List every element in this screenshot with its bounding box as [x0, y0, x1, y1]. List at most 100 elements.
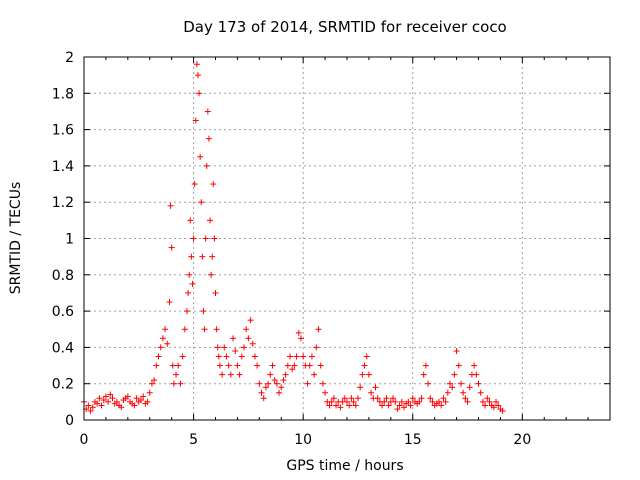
data-point: [192, 117, 199, 124]
x-tick-label: 10: [294, 432, 312, 448]
data-point: [319, 380, 326, 387]
data-point: [232, 348, 239, 355]
data-point: [271, 377, 278, 384]
data-points: [81, 61, 506, 414]
data-point: [98, 402, 105, 409]
data-point: [326, 402, 333, 409]
y-tick-label: 1.2: [52, 195, 74, 211]
data-point: [429, 398, 436, 405]
data-point: [151, 377, 158, 384]
data-point: [297, 335, 304, 342]
data-point: [409, 395, 416, 402]
data-point: [205, 135, 212, 142]
data-point: [368, 389, 375, 396]
data-point: [418, 395, 425, 402]
data-point: [211, 235, 218, 242]
data-point: [361, 362, 368, 369]
data-point: [185, 289, 192, 296]
data-point: [427, 395, 434, 402]
y-axis-label: SRMTID / TECUs: [8, 182, 24, 295]
data-point: [260, 395, 267, 402]
data-point: [455, 362, 462, 369]
data-point: [89, 404, 96, 411]
data-point: [363, 353, 370, 360]
data-point: [137, 397, 144, 404]
y-tick-label: 1.6: [52, 123, 74, 139]
data-point: [169, 362, 176, 369]
y-tick-label: 0.2: [52, 377, 74, 393]
data-point: [289, 366, 296, 373]
data-point: [440, 395, 447, 402]
data-point: [238, 353, 245, 360]
data-point: [219, 371, 226, 378]
data-point: [234, 362, 241, 369]
data-point: [451, 371, 458, 378]
data-point: [236, 371, 243, 378]
data-point: [207, 217, 214, 224]
data-point: [405, 398, 412, 405]
data-point: [221, 344, 228, 351]
data-point: [94, 400, 101, 407]
data-point: [442, 398, 449, 405]
data-point: [385, 402, 392, 409]
data-point: [350, 398, 357, 405]
data-point: [354, 395, 361, 402]
data-point: [109, 395, 116, 402]
data-point: [213, 326, 220, 333]
data-point: [315, 326, 322, 333]
data-point: [159, 335, 166, 342]
data-point: [436, 398, 443, 405]
data-point: [200, 308, 207, 315]
data-point: [227, 371, 234, 378]
data-point: [256, 380, 263, 387]
data-point: [473, 371, 480, 378]
data-point: [420, 371, 427, 378]
data-point: [477, 389, 484, 396]
data-point: [475, 380, 482, 387]
data-point: [390, 395, 397, 402]
data-point: [313, 344, 320, 351]
data-point: [291, 362, 298, 369]
data-point: [175, 362, 182, 369]
data-point: [187, 217, 194, 224]
data-point: [396, 402, 403, 409]
data-point: [245, 335, 252, 342]
data-point: [311, 371, 318, 378]
data-point: [352, 402, 359, 409]
data-point: [173, 371, 180, 378]
data-point: [214, 344, 221, 351]
data-point: [146, 389, 153, 396]
data-point: [194, 72, 201, 79]
data-point: [113, 398, 120, 405]
data-point: [100, 397, 107, 404]
data-point: [359, 371, 366, 378]
data-point: [216, 362, 223, 369]
data-point: [177, 380, 184, 387]
data-point: [199, 253, 206, 260]
data-point: [374, 395, 381, 402]
data-point: [124, 393, 131, 400]
data-point: [223, 353, 230, 360]
data-point: [490, 404, 497, 411]
data-point: [170, 380, 177, 387]
data-point: [457, 380, 464, 387]
data-point: [118, 404, 125, 411]
data-point: [293, 353, 300, 360]
data-point: [210, 181, 217, 188]
data-point: [191, 181, 198, 188]
data-point: [273, 380, 280, 387]
data-point: [203, 162, 210, 169]
data-point: [230, 335, 237, 342]
data-point: [153, 362, 160, 369]
data-point: [201, 326, 208, 333]
data-point: [304, 380, 311, 387]
axis-ticks: [83, 56, 611, 421]
data-point: [346, 402, 353, 409]
x-tick-label: 15: [404, 432, 422, 448]
y-tick-label: 0.8: [52, 268, 74, 284]
data-point: [444, 389, 451, 396]
data-point: [186, 271, 193, 278]
data-point: [188, 253, 195, 260]
chart-title: Day 173 of 2014, SRMTID for receiver coc…: [183, 18, 507, 36]
data-point: [144, 398, 151, 405]
